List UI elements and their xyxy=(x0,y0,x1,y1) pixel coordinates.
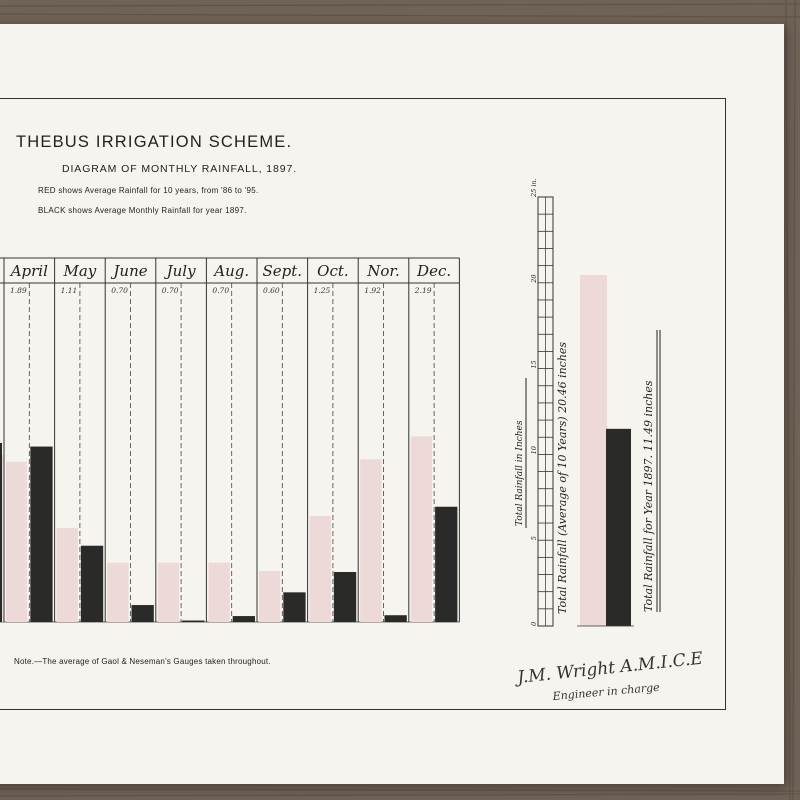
diagram-subtitle: DIAGRAM OF MONTHLY RAINFALL, 1897. xyxy=(62,163,298,175)
bar-1897-0 xyxy=(30,446,53,622)
scale-tick-label: 15 xyxy=(530,360,538,368)
value-label: 0.70 xyxy=(212,286,229,295)
bar-average-4 xyxy=(208,562,230,622)
bar-1897-7 xyxy=(384,615,407,622)
scale-tick-label: 0 xyxy=(530,622,538,626)
bar-average-1 xyxy=(56,527,78,622)
bar-average-7 xyxy=(360,459,382,622)
bar-1897-2 xyxy=(131,605,154,622)
diagram-border xyxy=(0,98,726,710)
bar-average-5 xyxy=(259,571,281,622)
value-label: 0.70 xyxy=(111,286,128,295)
total-bar-average xyxy=(580,274,607,626)
total-bar-1897 xyxy=(606,428,631,626)
bar-1897-8 xyxy=(435,506,458,622)
scale-tick-label: 25 in. xyxy=(530,178,538,198)
total-rainfall-chart: 0 5 10 15 20 25 in. Total Rainfall in Inches To… xyxy=(515,178,661,627)
total-ten-year-label: Total Rainfall (Average of 10 Years) 20.… xyxy=(556,342,569,614)
value-label: 1.92 xyxy=(364,286,381,295)
value-label: 0.60 xyxy=(263,286,280,295)
bar-average-0 xyxy=(6,461,28,622)
bar-1897-5 xyxy=(283,592,306,622)
value-label: 2.19 xyxy=(414,286,432,295)
value-label: 1.89 xyxy=(10,286,27,295)
month-label: Aug. xyxy=(212,262,249,280)
month-label: July xyxy=(164,262,196,280)
month-label: Sept. xyxy=(263,262,303,280)
month-label: April xyxy=(9,262,48,280)
total-axis-label: Total Rainfall in Inches xyxy=(515,420,525,526)
bar-1897-4 xyxy=(232,616,255,622)
scale-tick-label: 20 xyxy=(530,275,538,284)
bar-average-8 xyxy=(410,436,433,622)
bar-average-2 xyxy=(107,562,129,622)
signature-title: Engineer in charge xyxy=(551,681,660,703)
scale-tick-label: 5 xyxy=(530,536,538,540)
bar-1897-3 xyxy=(182,620,205,622)
legend-red-text: RED shows Average Rainfall for 10 years,… xyxy=(38,186,259,195)
month-label: May xyxy=(63,262,97,280)
monthly-rainfall-chart: April 1.89 May 1.11 June 0.70 July 0.70 Aug. 0.70… xyxy=(0,257,460,623)
scale-tick-label: 10 xyxy=(530,446,538,454)
month-label: Nor. xyxy=(366,262,399,280)
value-label: 1.11 xyxy=(61,286,78,295)
bar-average-3 xyxy=(157,562,180,622)
month-label: June xyxy=(110,262,147,280)
legend-black-text: BLACK shows Average Monthly Rainfall for… xyxy=(38,206,247,215)
value-label: 1.25 xyxy=(314,286,331,295)
signature-name: J.M. Wright A.M.I.C.E xyxy=(513,649,704,689)
bar-1897-1 xyxy=(80,545,104,622)
engineer-signature: J.M. Wright A.M.I.C.E Engineer in charge xyxy=(513,649,704,704)
total-1897-label: Total Rainfall for Year 1897. 11.49 inch… xyxy=(642,380,655,612)
month-label: Dec. xyxy=(416,262,451,280)
page-title: THEBUS IRRIGATION SCHEME. xyxy=(16,133,293,151)
note-text: Note.—The average of Gaol & Neseman's Ga… xyxy=(14,657,271,666)
month-label: Oct. xyxy=(317,262,349,280)
bar-1897-6 xyxy=(333,571,357,622)
bar-average-6 xyxy=(309,516,331,622)
value-label: 0.70 xyxy=(162,286,179,295)
